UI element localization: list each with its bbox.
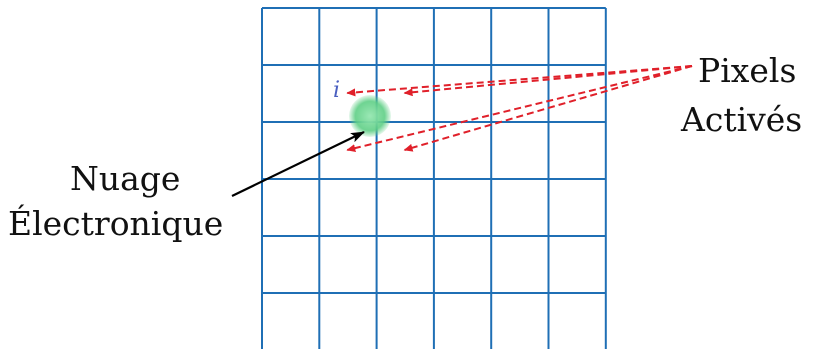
cloud-label-line1: Nuage xyxy=(70,159,181,198)
cloud-label-line2: Électronique xyxy=(8,204,224,243)
electron-cloud xyxy=(349,95,391,137)
pixels-label-line2: Activés xyxy=(681,100,803,139)
pixels-label-line1: Pixels xyxy=(698,51,797,90)
cloud-pointer-arrow xyxy=(231,131,365,197)
pixel-index-label: i xyxy=(333,78,341,103)
activated-pixel-arrows xyxy=(346,65,693,152)
activated-pixel-arrow xyxy=(403,65,693,152)
activated-pixel-arrow xyxy=(346,65,693,97)
activated-pixel-arrow xyxy=(346,65,693,152)
activated-pixel-arrow xyxy=(403,65,693,97)
pixel-grid xyxy=(261,7,607,349)
